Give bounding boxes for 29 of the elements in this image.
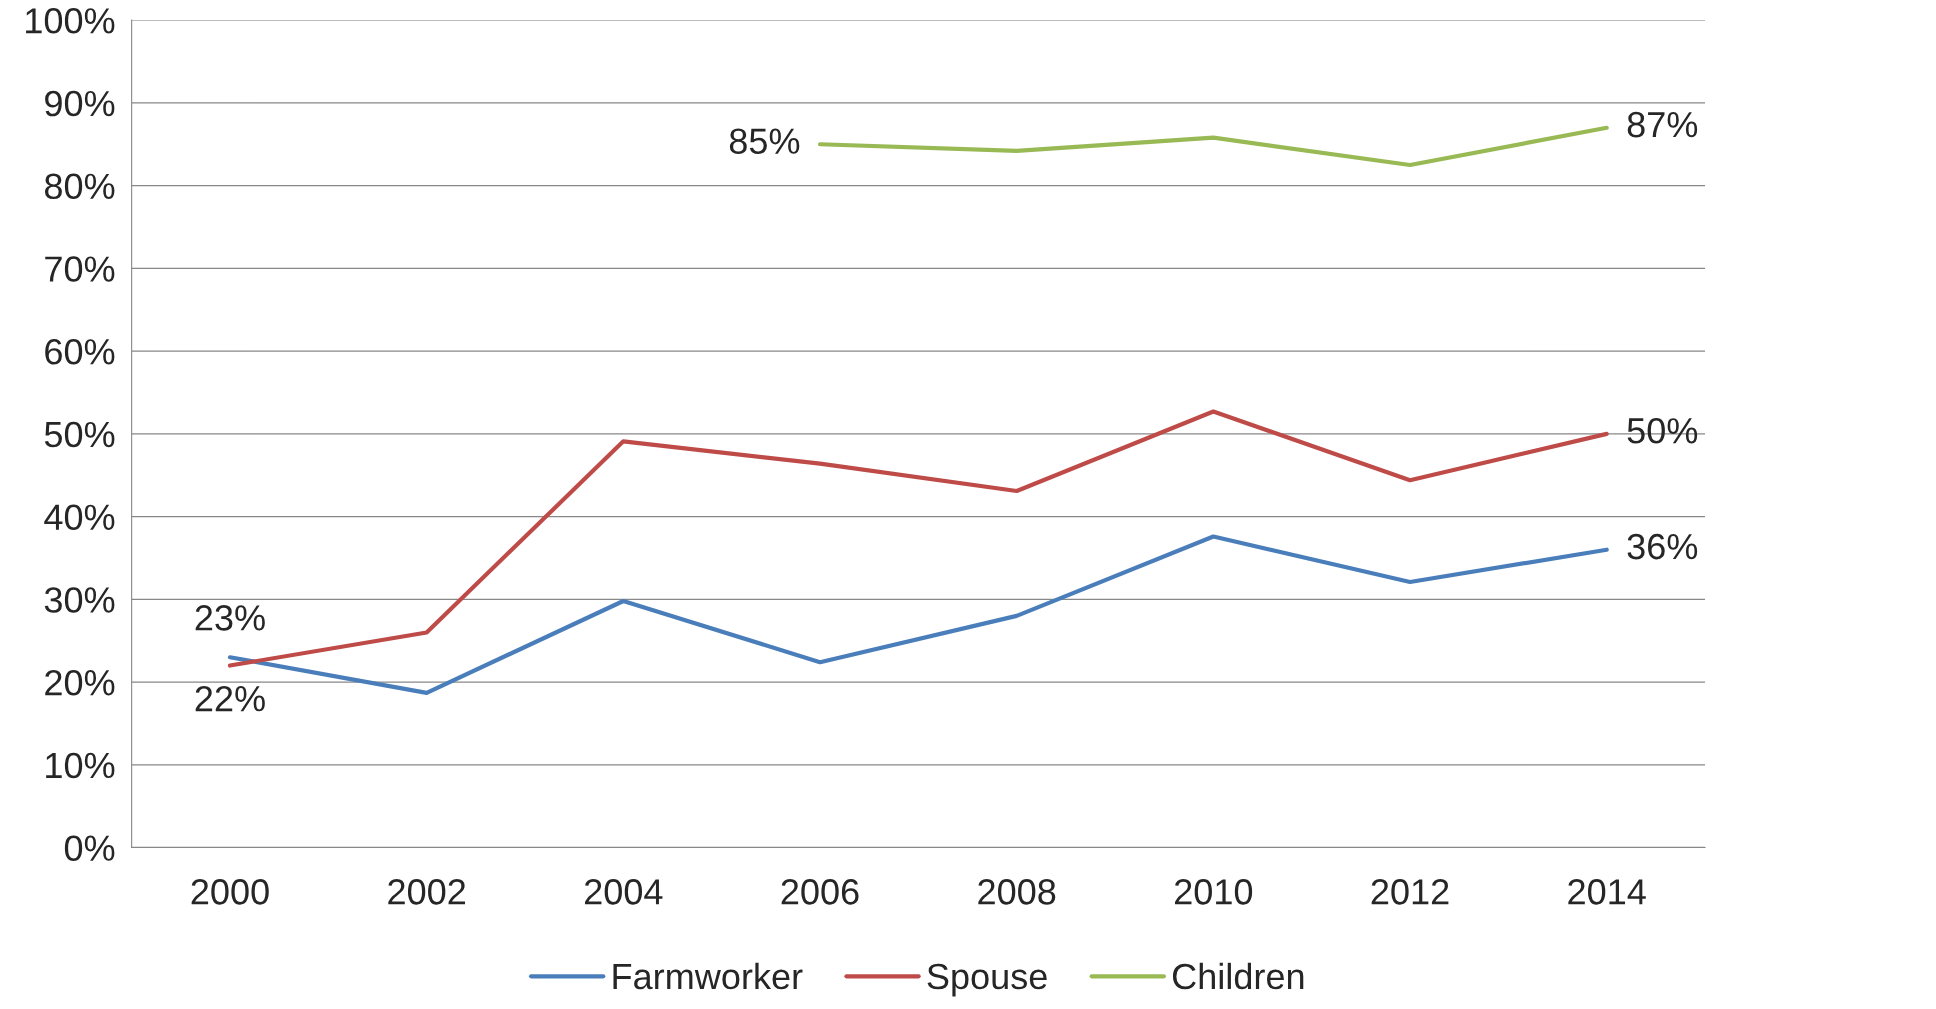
y-tick-label: 40%: [44, 504, 115, 531]
legend-label: Spouse: [927, 963, 1047, 997]
legend-label: Farmworker: [613, 962, 803, 990]
data-label: 22%: [195, 685, 265, 712]
y-tick-label: 60%: [45, 339, 115, 365]
data-label: 23%: [195, 605, 265, 631]
y-tick-label: 30%: [44, 587, 115, 613]
y-tick-label: 10%: [46, 752, 115, 779]
x-tick-label: 2014: [1568, 879, 1646, 905]
x-tick-label: 2012: [1371, 879, 1449, 905]
data-label: 36%: [1627, 533, 1698, 560]
y-tick-label: 90%: [45, 90, 115, 117]
y-tick-label: 0%: [64, 835, 115, 861]
legend-label: Children: [1172, 962, 1304, 990]
x-tick-label: 2008: [978, 879, 1056, 905]
data-label: 50%: [1627, 417, 1698, 444]
y-tick-label: 100%: [26, 8, 115, 34]
data-label: 87%: [1627, 111, 1698, 138]
line-series: [817, 125, 1609, 168]
x-tick-label: 2004: [584, 879, 663, 905]
x-tick-label: 2002: [388, 879, 466, 905]
y-tick-label: 80%: [44, 173, 115, 200]
y-tick-label: 70%: [45, 256, 115, 282]
y-tick-label: 50%: [44, 421, 115, 448]
x-tick-label: 2000: [191, 879, 269, 905]
x-tick-label: 2006: [781, 879, 859, 905]
x-tick-label: 2010: [1175, 879, 1253, 905]
data-label: 85%: [729, 128, 800, 154]
y-tick-label: 20%: [45, 669, 115, 696]
